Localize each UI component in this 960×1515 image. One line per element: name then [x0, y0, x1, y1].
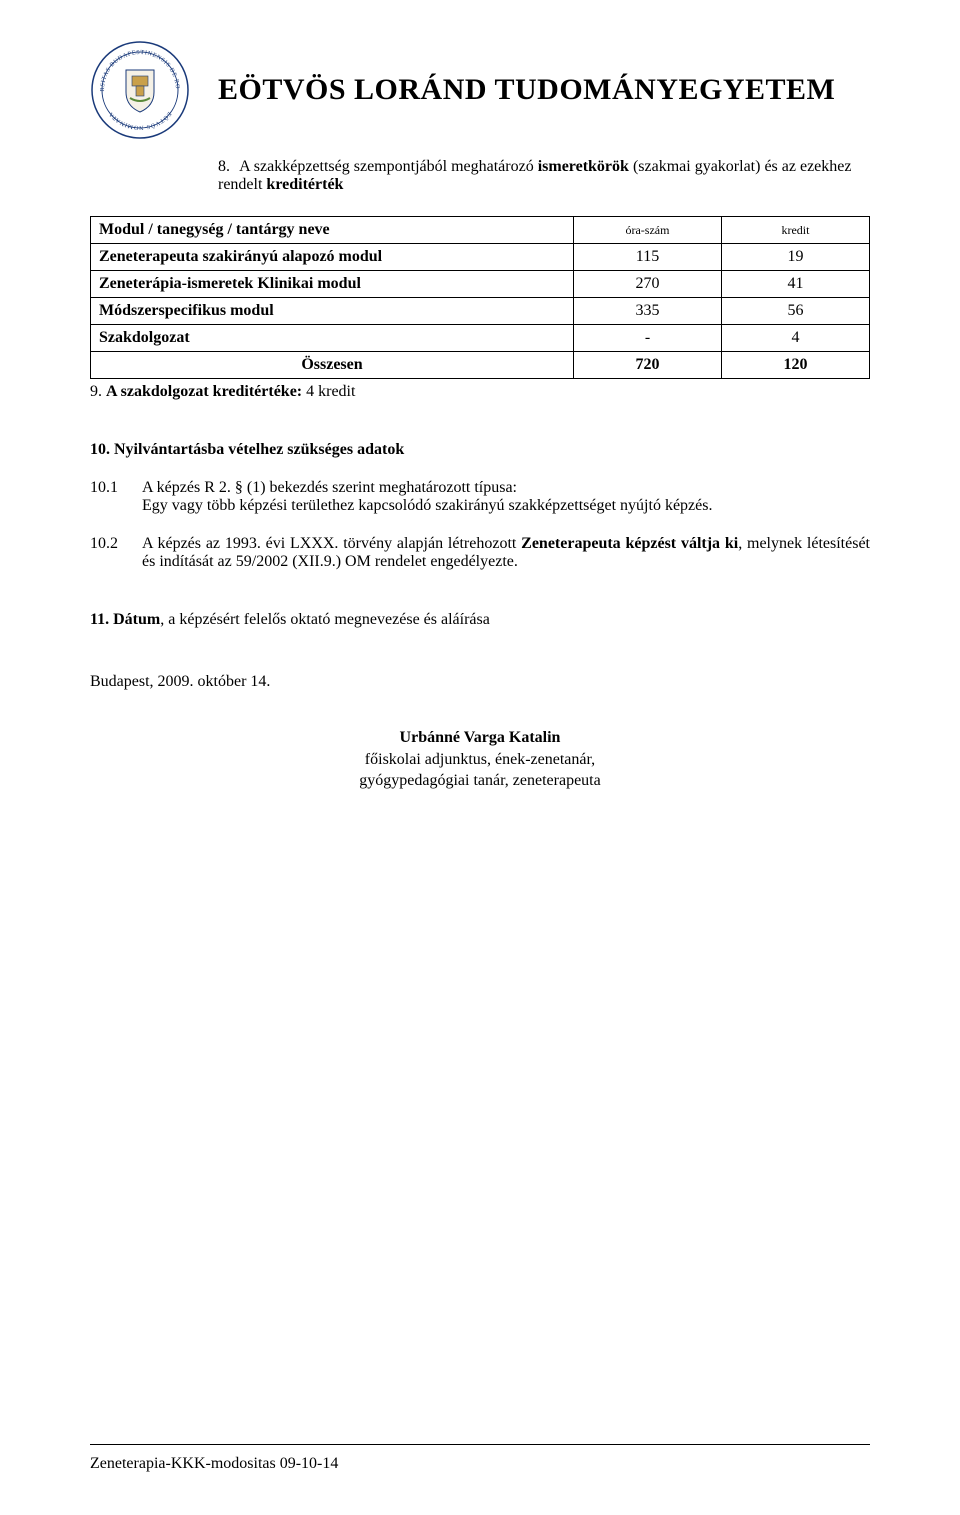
table-row: Zeneterápia-ismeretek Klinikai modul 270…: [91, 271, 870, 298]
signature-name: Urbánné Varga Katalin: [90, 727, 870, 749]
cell-total-credits: 120: [721, 352, 869, 379]
table-row: Módszerspecifikus modul 335 56: [91, 298, 870, 325]
cell-credits: 4: [721, 325, 869, 352]
footer-rule: [90, 1444, 870, 1445]
section-10-1-label: 10.1: [90, 479, 142, 515]
section-11-post: , a képzésért felelős oktató megnevezése…: [160, 611, 490, 628]
section-9-value: 4 kredit: [302, 383, 355, 400]
university-seal-icon: UNIVERSITAS BUDAPESTINENSIS DE ROLANDO E…: [90, 40, 190, 140]
section-11-pre: Dátum: [113, 611, 160, 628]
cell-name: Zeneterapeuta szakirányú alapozó modul: [91, 244, 574, 271]
cell-total-hours: 720: [573, 352, 721, 379]
cell-credits: 56: [721, 298, 869, 325]
cell-name: Szakdolgozat: [91, 325, 574, 352]
section-10-1-line2: Egy vagy több képzési területhez kapcsol…: [142, 497, 712, 514]
cell-hours: 335: [573, 298, 721, 325]
page: UNIVERSITAS BUDAPESTINENSIS DE ROLANDO E…: [0, 0, 960, 1515]
section-11-number: 11.: [90, 611, 109, 628]
section-10-1-line1: A képzés R 2. § (1) bekezdés szerint meg…: [142, 479, 517, 496]
section-10-number: 10.: [90, 441, 110, 458]
section-10-1-body: A képzés R 2. § (1) bekezdés szerint meg…: [142, 479, 870, 515]
section-8-number: 8.: [218, 158, 230, 175]
section-11: 11. Dátum, a képzésért felelős oktató me…: [90, 611, 870, 629]
page-header: UNIVERSITAS BUDAPESTINENSIS DE ROLANDO E…: [90, 40, 870, 140]
section-10-2-pre: A képzés az 1993. évi LXXX. törvény alap…: [142, 535, 521, 552]
col-header-name: Modul / tanegység / tantárgy neve: [91, 217, 574, 244]
section-10-2-label: 10.2: [90, 535, 142, 571]
cell-total-label: Összesen: [91, 352, 574, 379]
section-8: 8. A szakképzettség szempontjából meghat…: [218, 158, 870, 194]
place-date: Budapest, 2009. október 14.: [90, 673, 870, 691]
section-9-number: 9.: [90, 383, 102, 400]
table-row: Zeneterapeuta szakirányú alapozó modul 1…: [91, 244, 870, 271]
section-10-2-bold: Zeneterapeuta képzést váltja ki: [521, 535, 738, 552]
cell-hours: 115: [573, 244, 721, 271]
section-10-2-body: A képzés az 1993. évi LXXX. törvény alap…: [142, 535, 870, 571]
col-header-hours: óra-szám: [573, 217, 721, 244]
table-row: Szakdolgozat - 4: [91, 325, 870, 352]
signature-line-3: gyógypedagógiai tanár, zeneterapeuta: [90, 770, 870, 792]
section-10-title: Nyilvántartásba vételhez szükséges adato…: [114, 441, 404, 458]
cell-credits: 19: [721, 244, 869, 271]
footer-text: Zeneterapia-KKK-modositas 09-10-14: [90, 1455, 338, 1473]
signature-block: Urbánné Varga Katalin főiskolai adjunktu…: [90, 727, 870, 792]
section-10-heading: 10. Nyilvántartásba vételhez szükséges a…: [90, 441, 870, 459]
cell-hours: 270: [573, 271, 721, 298]
cell-name: Zeneterápia-ismeretek Klinikai modul: [91, 271, 574, 298]
section-9-label: A szakdolgozat kreditértéke:: [106, 383, 302, 400]
section-8-text-a: A szakképzettség szempontjából meghatáro…: [239, 158, 538, 175]
section-8-bold-2: kreditérték: [266, 176, 343, 193]
section-9: 9. A szakdolgozat kreditértéke: 4 kredit: [90, 383, 870, 401]
table-header-row: Modul / tanegység / tantárgy neve óra-sz…: [91, 217, 870, 244]
cell-name: Módszerspecifikus modul: [91, 298, 574, 325]
section-10-1: 10.1 A képzés R 2. § (1) bekezdés szerin…: [90, 479, 870, 515]
modules-table: Modul / tanegység / tantárgy neve óra-sz…: [90, 216, 870, 379]
cell-credits: 41: [721, 271, 869, 298]
cell-hours: -: [573, 325, 721, 352]
table-total-row: Összesen 720 120: [91, 352, 870, 379]
section-10-2: 10.2 A képzés az 1993. évi LXXX. törvény…: [90, 535, 870, 571]
section-8-bold-1: ismeretkörök: [538, 158, 629, 175]
page-title: EÖTVÖS LORÁND TUDOMÁNYEGYETEM: [218, 73, 835, 107]
signature-line-2: főiskolai adjunktus, ének-zenetanár,: [90, 749, 870, 771]
col-header-credits: kredit: [721, 217, 869, 244]
